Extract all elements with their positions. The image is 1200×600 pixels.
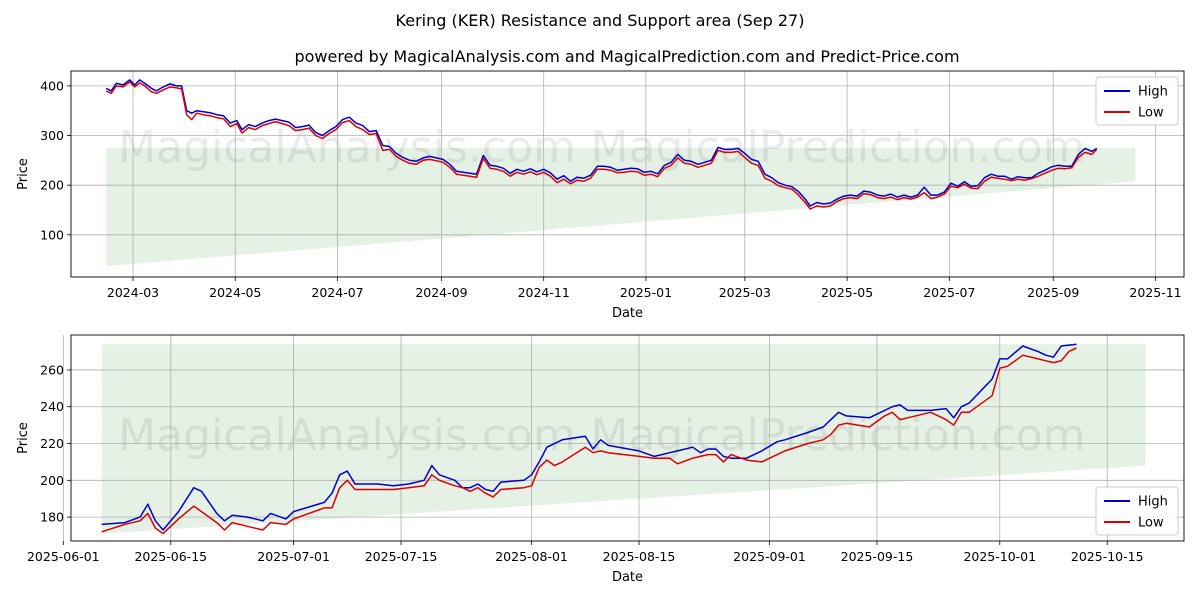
x-tick-label: 2025-07-15 (365, 549, 438, 564)
bottom-panel: MagicalAnalysis.com MagicalPrediction.com… (16, 334, 1185, 585)
x-tick-label: 2025-05 (821, 285, 873, 300)
y-tick-label: 400 (40, 78, 64, 93)
x-tick-label: 2025-06-01 (27, 549, 100, 564)
legend: High Low (1095, 76, 1179, 126)
watermark: MagicalAnalysis.com MagicalPrediction.com (118, 122, 1085, 173)
x-tick-label: 2025-09 (1027, 285, 1079, 300)
legend: High Low (1095, 486, 1179, 536)
x-tick-label: 2024-07 (311, 285, 363, 300)
x-tick-label: 2025-10-01 (963, 549, 1036, 564)
y-tick-label: 200 (40, 178, 64, 193)
x-tick-label: 2025-01 (620, 285, 672, 300)
y-tick-label: 260 (40, 362, 64, 377)
series-line-high (101, 343, 1077, 531)
x-tick-label: 2025-09-01 (733, 549, 806, 564)
y-tick-label: 300 (40, 128, 64, 143)
x-axis-label: Date (612, 306, 643, 321)
axes-frame (70, 334, 1185, 542)
x-tick-label: 2024-11 (518, 285, 570, 300)
chart-subtitle: powered by MagicalAnalysis.com and Magic… (294, 47, 959, 66)
x-axis-label: Date (612, 570, 643, 585)
y-tick-label: 240 (40, 399, 64, 414)
x-tick-label: 2024-03 (107, 285, 159, 300)
x-tick-label: 2025-08-15 (603, 549, 676, 564)
chart-title: Kering (KER) Resistance and Support area… (396, 11, 805, 30)
x-tick-label: 2025-11 (1129, 285, 1181, 300)
series-line-low (105, 81, 1098, 210)
support-resistance-band (106, 147, 1136, 267)
y-axis-label: Price (16, 158, 31, 190)
watermark-text: MagicalPrediction.com (591, 122, 1086, 173)
watermark-text: MagicalAnalysis.com (118, 410, 576, 461)
x-tick-label: 2025-07 (923, 285, 975, 300)
x-tick-label: 2025-08-01 (495, 549, 568, 564)
y-tick-label: 220 (40, 436, 64, 451)
y-axis-label: Price (16, 422, 31, 454)
legend-label-low: Low (1138, 106, 1164, 121)
y-tick-label: 200 (40, 473, 64, 488)
series-line-high (105, 79, 1098, 207)
y-tick-label: 100 (40, 227, 64, 242)
x-tick-label: 2025-09-15 (841, 549, 914, 564)
x-tick-label: 2025-03 (719, 285, 771, 300)
x-tick-label: 2024-05 (209, 285, 261, 300)
watermark-text: MagicalAnalysis.com (118, 122, 576, 173)
axes-frame (70, 70, 1185, 278)
legend-label-low: Low (1138, 516, 1164, 531)
x-tick-label: 2025-06-15 (134, 549, 207, 564)
support-resistance-band (101, 344, 1146, 534)
x-tick-label: 2025-07-01 (257, 549, 330, 564)
legend-label-high: High (1138, 495, 1168, 510)
series-line-low (101, 347, 1077, 535)
top-panel: MagicalAnalysis.com MagicalPrediction.com… (16, 70, 1185, 321)
legend-label-high: High (1138, 85, 1168, 100)
x-tick-label: 2024-09 (415, 285, 467, 300)
y-tick-label: 180 (40, 510, 64, 525)
x-tick-label: 2025-10-15 (1071, 549, 1144, 564)
